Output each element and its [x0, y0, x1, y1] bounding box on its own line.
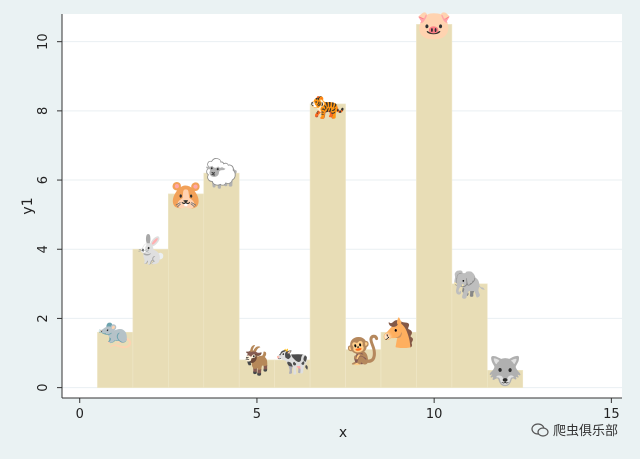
wechat-icon	[531, 422, 549, 437]
x-axis-label: x	[339, 425, 347, 441]
y-tick-label: 0	[36, 383, 51, 391]
bar-cow	[274, 359, 311, 388]
elephant-marker: 🐘	[452, 268, 487, 301]
y-tick-label: 10	[36, 33, 51, 50]
y-tick-label: 2	[36, 314, 51, 322]
bar-pig	[416, 24, 453, 388]
y-axis-label: y1	[20, 197, 36, 214]
bar-rabbit	[132, 248, 169, 388]
x-tick-label: 15	[603, 407, 620, 422]
x-tick-label: 0	[76, 407, 84, 422]
goat-marker: 🐐	[239, 344, 274, 377]
watermark-text: 爬虫俱乐部	[552, 424, 618, 439]
bar-horse	[380, 331, 417, 388]
bar-markers: 🐀 🐇🐹🐑 🐐 🐄 🐅 🐒🐴 🐷 🐘 🐺	[98, 8, 523, 387]
bar-tiger	[309, 103, 346, 388]
pig-marker: 🐷	[417, 8, 452, 41]
rat-marker: 🐀	[98, 316, 133, 349]
y-tick-label: 6	[36, 176, 51, 184]
bar-wolf	[487, 370, 524, 388]
x-tick-label: 10	[426, 407, 443, 422]
tiger-marker: 🐅	[310, 88, 345, 121]
wolf-marker: 🐺	[488, 354, 523, 387]
bar-elephant	[451, 283, 488, 388]
sheep-marker: 🐑	[204, 156, 239, 190]
rabbit-marker: 🐇	[133, 233, 168, 266]
monkey-marker: 🐒	[346, 334, 381, 367]
watermark: 爬虫俱乐部	[531, 420, 618, 439]
cow-marker: 🐄	[275, 344, 310, 377]
x-tick-label: 5	[253, 407, 261, 422]
hamster-marker: 🐹	[169, 178, 204, 211]
y-tick-label: 4	[36, 245, 51, 253]
bar-rat	[97, 331, 134, 388]
bars	[97, 24, 524, 388]
axes: 0 5 10 15 0 2 4 6 8 10	[36, 14, 622, 422]
bar-goat	[238, 359, 275, 388]
y-tick-label: 8	[36, 107, 51, 115]
bar-sheep	[203, 172, 240, 388]
bar-hamster	[168, 193, 205, 388]
horse-marker: 🐴	[381, 316, 416, 349]
